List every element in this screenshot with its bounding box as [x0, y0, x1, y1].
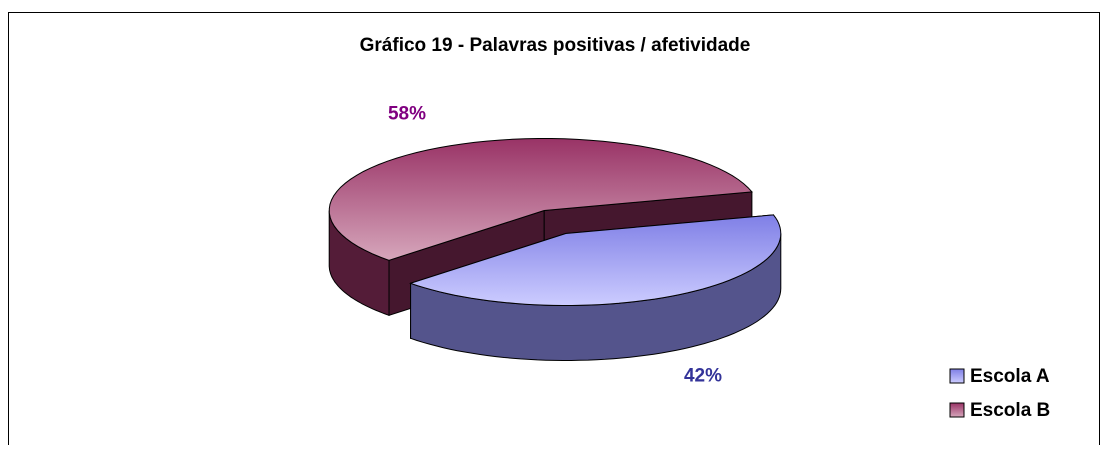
legend-label: Escola B: [970, 400, 1050, 421]
slice-top: [409, 214, 782, 306]
slice-top: [328, 138, 753, 261]
data-label: 58%: [388, 104, 426, 125]
legend-label: Escola A: [970, 366, 1050, 387]
legend-swatch: [949, 402, 965, 418]
data-label: 42%: [684, 365, 722, 386]
legend-swatch: [949, 368, 965, 384]
chart-title: Gráfico 19 - Palavras positivas / afetiv…: [360, 35, 751, 56]
